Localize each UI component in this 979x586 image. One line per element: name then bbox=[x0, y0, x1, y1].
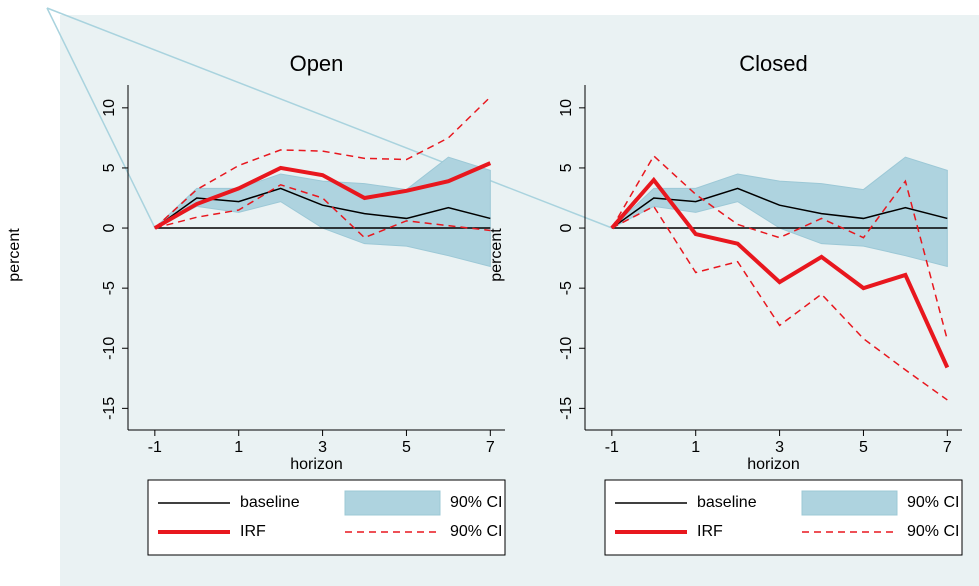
x-tick-label: 1 bbox=[234, 439, 243, 456]
chart-title: Open bbox=[290, 51, 344, 76]
ci-band bbox=[611, 156, 948, 268]
legend-label: 90% CI bbox=[450, 494, 502, 511]
x-tick-label: 7 bbox=[943, 439, 952, 456]
x-tick-label: 5 bbox=[859, 439, 868, 456]
connector-line bbox=[46, 7, 613, 229]
ci-line bbox=[154, 96, 491, 229]
legend-swatch bbox=[801, 490, 898, 516]
x-tick-label: 3 bbox=[775, 439, 784, 456]
line bbox=[153, 161, 492, 230]
y-tick-label: 0 bbox=[558, 224, 575, 233]
legend-label: 90% CI bbox=[450, 523, 502, 540]
x-axis-label: horizon bbox=[747, 456, 799, 473]
y-tick-label: 10 bbox=[558, 99, 575, 117]
legend-swatch bbox=[344, 490, 441, 516]
legend bbox=[604, 479, 963, 556]
x-tick-label: 5 bbox=[402, 439, 411, 456]
legend-label: IRF bbox=[240, 523, 266, 540]
y-tick-label: -5 bbox=[558, 281, 575, 295]
line bbox=[610, 176, 950, 369]
x-tick-label: 7 bbox=[486, 439, 495, 456]
y-tick-label: 10 bbox=[101, 99, 118, 117]
ci-band bbox=[154, 156, 491, 268]
x-tick-label: 1 bbox=[691, 439, 700, 456]
y-tick-label: -15 bbox=[101, 397, 118, 420]
legend-label: 90% CI bbox=[907, 523, 959, 540]
legend-label: 90% CI bbox=[907, 494, 959, 511]
ci-line bbox=[611, 205, 948, 401]
x-axis-label: horizon bbox=[290, 456, 342, 473]
y-tick-label: 5 bbox=[558, 163, 575, 172]
y-axis-label: percent bbox=[6, 228, 23, 282]
legend bbox=[147, 479, 506, 556]
y-tick-label: 0 bbox=[101, 224, 118, 233]
y-tick-label: -5 bbox=[101, 281, 118, 295]
x-tick-label: -1 bbox=[605, 439, 619, 456]
ci-line bbox=[611, 154, 949, 341]
legend-label: IRF bbox=[697, 523, 723, 540]
chart-title: Closed bbox=[739, 51, 807, 76]
connector-line bbox=[46, 7, 156, 229]
x-tick-label: 3 bbox=[318, 439, 327, 456]
y-tick-label: 5 bbox=[101, 163, 118, 172]
y-tick-label: -15 bbox=[558, 397, 575, 420]
legend-label: baseline bbox=[697, 494, 757, 511]
x-tick-label: -1 bbox=[148, 439, 162, 456]
legend-label: baseline bbox=[240, 494, 300, 511]
y-axis-label: percent bbox=[488, 228, 505, 282]
y-tick-label: -10 bbox=[558, 337, 575, 360]
y-tick-label: -10 bbox=[101, 337, 118, 360]
